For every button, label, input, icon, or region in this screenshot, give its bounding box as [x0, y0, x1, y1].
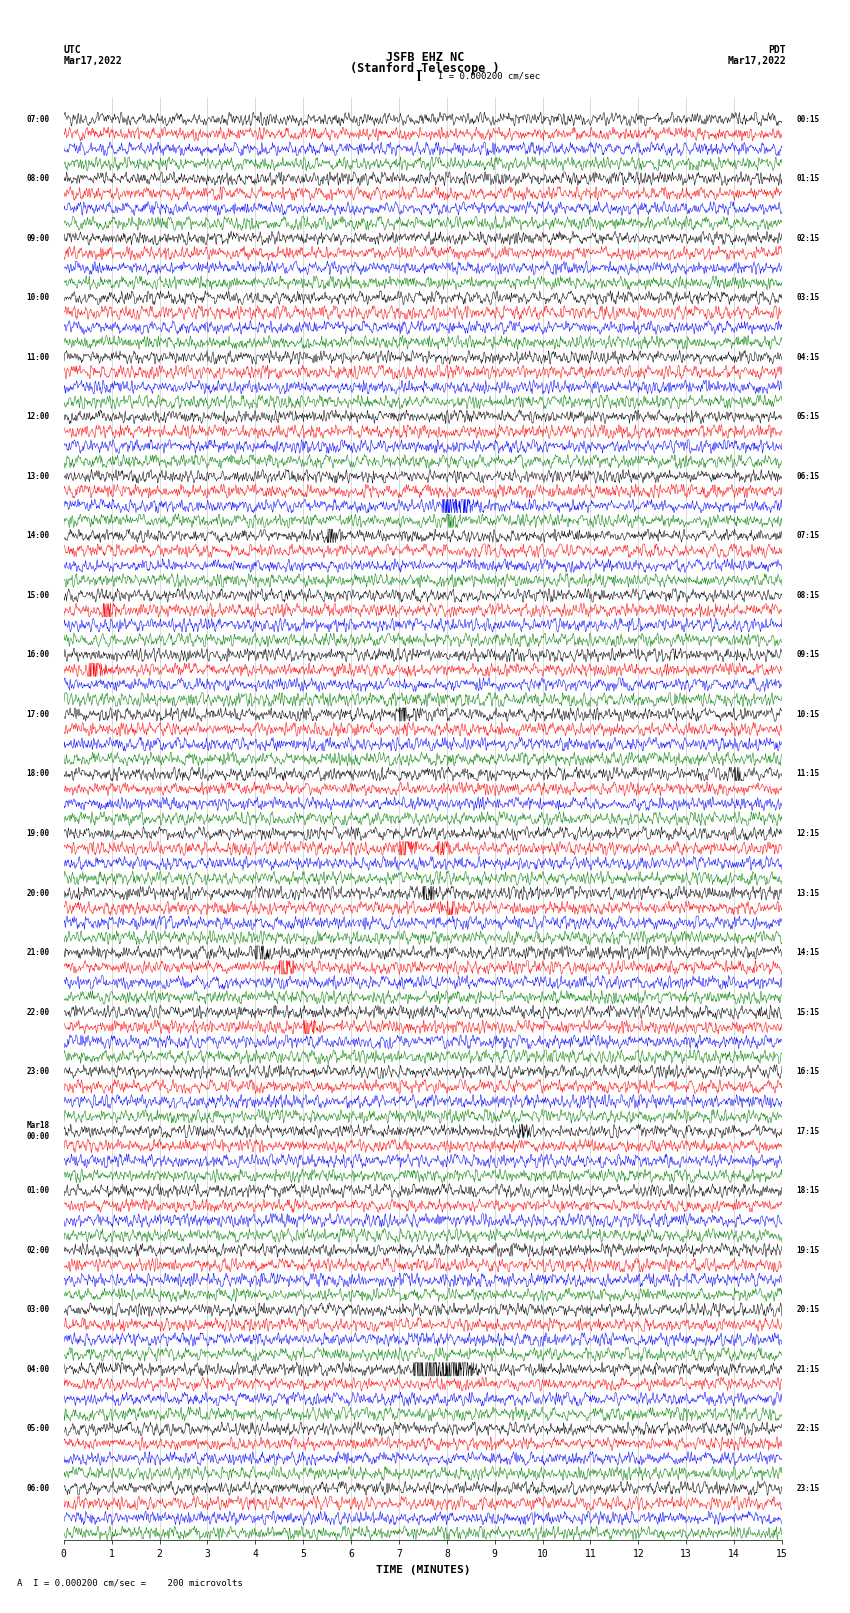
Text: (Stanford Telescope ): (Stanford Telescope ) [350, 63, 500, 76]
Text: 20:00: 20:00 [26, 889, 49, 897]
Text: 07:00: 07:00 [26, 115, 49, 124]
Text: 08:00: 08:00 [26, 174, 49, 184]
Text: 17:00: 17:00 [26, 710, 49, 719]
Text: 15:00: 15:00 [26, 590, 49, 600]
Text: 13:00: 13:00 [26, 471, 49, 481]
Text: 18:00: 18:00 [26, 769, 49, 779]
Text: 19:15: 19:15 [796, 1245, 819, 1255]
Text: 14:15: 14:15 [796, 948, 819, 957]
Text: I = 0.000200 cm/sec: I = 0.000200 cm/sec [438, 71, 540, 81]
Text: 17:15: 17:15 [796, 1126, 819, 1136]
Text: 21:00: 21:00 [26, 948, 49, 957]
Text: Mar18
00:00: Mar18 00:00 [26, 1121, 49, 1140]
Text: 05:00: 05:00 [26, 1424, 49, 1434]
Text: 02:00: 02:00 [26, 1245, 49, 1255]
Text: 01:15: 01:15 [796, 174, 819, 184]
Text: 12:00: 12:00 [26, 413, 49, 421]
Text: 23:15: 23:15 [796, 1484, 819, 1492]
Text: 15:15: 15:15 [796, 1008, 819, 1016]
Text: 06:00: 06:00 [26, 1484, 49, 1492]
Text: 02:15: 02:15 [796, 234, 819, 242]
Text: 10:15: 10:15 [796, 710, 819, 719]
Text: Mar17,2022: Mar17,2022 [728, 56, 786, 66]
Text: 21:15: 21:15 [796, 1365, 819, 1374]
Text: 04:15: 04:15 [796, 353, 819, 361]
Text: 13:15: 13:15 [796, 889, 819, 897]
Text: Mar17,2022: Mar17,2022 [64, 56, 122, 66]
Text: 14:00: 14:00 [26, 531, 49, 540]
Text: 09:15: 09:15 [796, 650, 819, 660]
Text: 05:15: 05:15 [796, 413, 819, 421]
Text: 23:00: 23:00 [26, 1068, 49, 1076]
Text: UTC: UTC [64, 45, 82, 55]
Text: 22:15: 22:15 [796, 1424, 819, 1434]
Text: 09:00: 09:00 [26, 234, 49, 242]
Text: 12:15: 12:15 [796, 829, 819, 839]
Text: 06:15: 06:15 [796, 471, 819, 481]
Text: 03:15: 03:15 [796, 294, 819, 302]
Text: 03:00: 03:00 [26, 1305, 49, 1315]
Text: 16:00: 16:00 [26, 650, 49, 660]
Text: 20:15: 20:15 [796, 1305, 819, 1315]
Text: 16:15: 16:15 [796, 1068, 819, 1076]
Text: 04:00: 04:00 [26, 1365, 49, 1374]
Text: 00:15: 00:15 [796, 115, 819, 124]
Text: 19:00: 19:00 [26, 829, 49, 839]
Text: 01:00: 01:00 [26, 1186, 49, 1195]
Text: 11:00: 11:00 [26, 353, 49, 361]
Text: 10:00: 10:00 [26, 294, 49, 302]
Text: 11:15: 11:15 [796, 769, 819, 779]
Text: 18:15: 18:15 [796, 1186, 819, 1195]
X-axis label: TIME (MINUTES): TIME (MINUTES) [376, 1565, 470, 1574]
Text: PDT: PDT [768, 45, 786, 55]
Text: 08:15: 08:15 [796, 590, 819, 600]
Text: A  I = 0.000200 cm/sec =    200 microvolts: A I = 0.000200 cm/sec = 200 microvolts [17, 1578, 243, 1587]
Text: JSFB EHZ NC: JSFB EHZ NC [386, 50, 464, 65]
Text: 07:15: 07:15 [796, 531, 819, 540]
Text: 22:00: 22:00 [26, 1008, 49, 1016]
